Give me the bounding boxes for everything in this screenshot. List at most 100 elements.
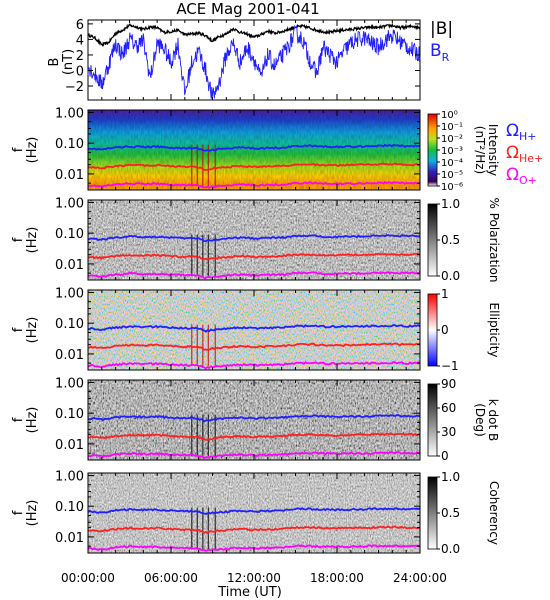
colorbar-tick-label: 10⁻⁶	[441, 182, 463, 193]
ytick-label: 0.01	[55, 168, 84, 183]
gyro-line-H-plus	[87, 234, 421, 243]
panel-kdotb: 1.00 0.10 0.01 f (Hz) 90 60 30 0 k dot B(Deg)	[11, 376, 500, 463]
ytick-label: 1.00	[55, 196, 84, 211]
gyro-line-He-plus	[87, 342, 421, 351]
panel-polarization: 1.00 0.10 0.01 f (Hz) 1.0 0.5 0.0 % Polarization	[11, 196, 501, 283]
panel-ylabel: f	[11, 327, 26, 332]
gyrofrequency-legend: ΩH+ΩHe+ΩO+	[506, 121, 543, 187]
ytick-label: 1.00	[55, 106, 84, 121]
gyro-line-He-plus	[87, 432, 421, 441]
colorbar-tick-label: 10⁻⁵	[441, 170, 463, 181]
panel-ylabel-unit: (Hz)	[25, 407, 40, 434]
colorbar	[427, 203, 438, 277]
colorbar-tick-label: 0.0	[441, 542, 460, 556]
colorbar	[427, 113, 438, 187]
colorbar-unit: (Deg)	[473, 403, 487, 437]
gyro-line-H-plus	[87, 323, 421, 333]
b-ytick-label: −2	[65, 80, 84, 95]
colorbar	[427, 476, 438, 550]
b-ytick-label: 6	[76, 18, 84, 33]
gyro-line-H-plus	[87, 143, 421, 152]
colorbar-unit: (nT²/Hz)	[473, 126, 487, 174]
ytick-label: 0.10	[55, 317, 84, 332]
figure-title: ACE Mag 2001-041	[176, 0, 319, 18]
b-ylabel-unit: (nT)	[61, 49, 76, 75]
colorbar-tick-label: 10⁻³	[441, 146, 463, 157]
xtick-label: 18:00:00	[310, 571, 364, 585]
colorbar-tick-label: 90	[441, 377, 456, 391]
colorbar-label: % Polarization	[487, 198, 501, 283]
gyro-line-H-plus	[87, 507, 421, 515]
ytick-label: 1.00	[55, 286, 84, 301]
legend-br: BR	[430, 41, 450, 64]
ytick-label: 1.00	[55, 469, 84, 484]
b-ytick-label: 0	[76, 64, 84, 79]
spectrogram-image	[88, 473, 420, 553]
b-ytick-label: 4	[76, 33, 84, 48]
spectrogram-image	[88, 380, 420, 460]
colorbar-label: Ellipticity	[487, 303, 501, 358]
panel-ylabel: f	[11, 510, 26, 515]
colorbar-tick-label: 1	[441, 287, 449, 301]
gyro-line-H-plus	[88, 414, 421, 423]
panel-ylabel: f	[11, 417, 26, 422]
xtick-label: 06:00:00	[144, 571, 198, 585]
gyro-label: ΩHe+	[506, 143, 543, 165]
gyro-label: ΩH+	[506, 121, 537, 143]
time-axis: 00:00:00 06:00:00 12:00:00 18:00:00 24:00:00	[61, 571, 447, 585]
ytick-label: 0.01	[55, 438, 84, 453]
xtick-label: 00:00:00	[61, 571, 115, 585]
ytick-label: 0.10	[55, 407, 84, 422]
colorbar-tick-label: 0	[441, 323, 449, 337]
panel-ylabel-unit: (Hz)	[25, 317, 40, 344]
panel-ylabel-unit: (Hz)	[25, 500, 40, 527]
spectrogram-image	[88, 290, 420, 370]
spectrogram-panels: 1.000.100.01f (Hz)10⁰10⁻¹10⁻²10⁻³10⁻⁴10⁻⁵…	[11, 106, 501, 556]
series-line-total-b	[87, 22, 421, 47]
ytick-label: 0.01	[55, 531, 84, 546]
ytick-label: 1.00	[55, 376, 84, 391]
panel-ylabel: f	[11, 147, 26, 152]
colorbar-tick-label: −1	[441, 359, 459, 373]
colorbar-tick-label: 60	[441, 401, 456, 415]
panel-coherency: 1.00 0.10 0.01 f (Hz) 1.0 0.5 0.0 Coherency	[11, 469, 501, 556]
colorbar-tick-label: 10⁰	[441, 110, 458, 121]
spectrogram-texture	[88, 110, 420, 190]
gyro-line-He-plus	[87, 525, 421, 535]
ytick-label: 0.10	[55, 227, 84, 242]
series-line-br	[87, 25, 421, 99]
colorbar-tick-label: 0.5	[441, 506, 460, 520]
ytick-label: 0.10	[55, 500, 84, 515]
colorbar-tick-label: 0.0	[441, 269, 460, 283]
ytick-label: 0.01	[55, 258, 84, 273]
panel-ylabel: f	[11, 237, 26, 242]
legend-total-b: |B|	[430, 19, 453, 39]
b-ytick-label: 2	[76, 49, 84, 64]
x-axis-label: Time (UT)	[217, 585, 282, 600]
colorbar	[427, 383, 438, 457]
xtick-label: 12:00:00	[227, 571, 281, 585]
b-ylabel: B	[47, 58, 62, 67]
colorbar-tick-label: 10⁻²	[441, 134, 463, 145]
gyro-line-He-plus	[87, 252, 421, 261]
colorbar-label: k dot B	[486, 399, 500, 441]
gyro-line-He-plus	[87, 162, 421, 172]
panel-ylabel-unit: (Hz)	[25, 227, 40, 254]
colorbar-tick-label: 1.0	[441, 197, 460, 211]
xtick-label: 24:00:00	[393, 571, 447, 585]
b-legend: |B| BR	[430, 19, 453, 64]
colorbar-tick-label: 10⁻¹	[441, 122, 463, 133]
colorbar-tick-label: 0.5	[441, 233, 460, 247]
ytick-label: 0.10	[55, 137, 84, 152]
colorbar-tick-label: 30	[441, 425, 456, 439]
panel-intensity: 1.00 0.10 0.01 f (Hz) 10⁰10⁻¹10⁻²10⁻³10⁻⁴10⁻⁵…	[11, 106, 500, 193]
colorbar-label: Intensity	[486, 124, 500, 176]
panel-ylabel-unit: (Hz)	[25, 137, 40, 164]
gyro-label: ΩO+	[506, 165, 537, 187]
colorbar-label: Coherency	[487, 481, 501, 545]
colorbar-tick-label: 10⁻⁴	[441, 158, 463, 169]
colorbar	[427, 293, 438, 367]
ytick-label: 0.01	[55, 348, 84, 363]
